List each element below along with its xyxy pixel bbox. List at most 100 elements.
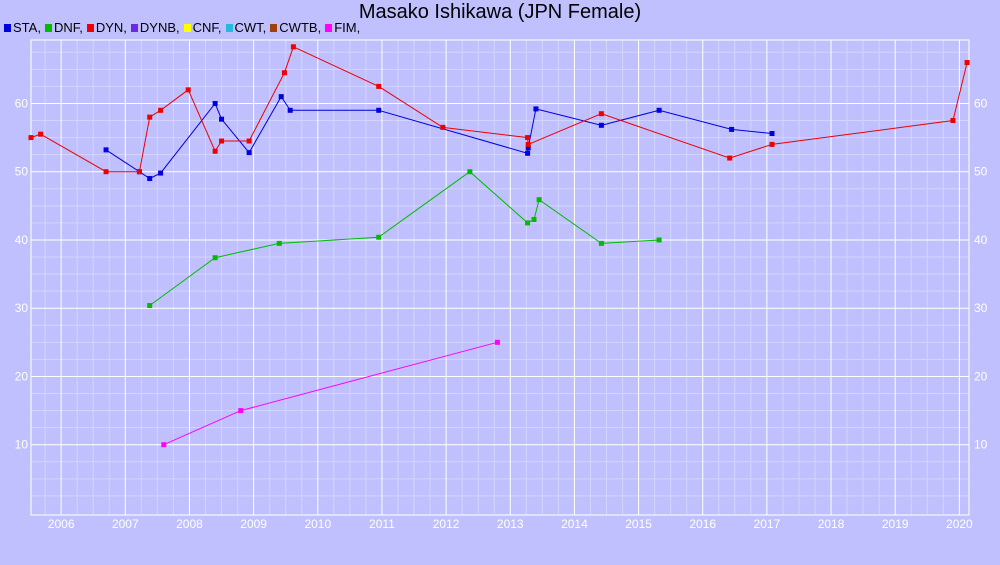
data-point-dnf: [536, 197, 542, 203]
data-point-dyn: [147, 114, 153, 120]
legend-label: CNF,: [192, 20, 222, 35]
y-tick-label-right: 60: [974, 96, 988, 110]
legend-item-dnf: DNF,: [44, 20, 83, 35]
data-point-dnf: [212, 255, 218, 261]
data-point-sta: [769, 130, 775, 136]
y-tick-label-right: 40: [974, 233, 988, 247]
legend-swatch: [44, 24, 52, 32]
plot-frame: [30, 39, 970, 516]
legend-label: DYNB,: [139, 20, 180, 35]
data-point-dnf: [376, 234, 382, 240]
data-point-dyn: [525, 141, 531, 147]
data-point-dyn: [28, 135, 34, 141]
data-point-dyn: [219, 138, 225, 144]
data-point-dyn: [103, 169, 109, 175]
data-point-sta: [598, 122, 604, 128]
data-point-sta: [287, 107, 293, 113]
x-tick-label: 2012: [433, 517, 460, 531]
data-point-fim: [238, 408, 244, 414]
data-point-dyn: [525, 135, 531, 141]
y-tick-label-right: 20: [974, 369, 988, 383]
legend-swatch: [4, 24, 11, 32]
data-point-sta: [103, 147, 109, 153]
data-point-dnf: [525, 220, 531, 226]
data-point-dnf: [147, 302, 153, 308]
x-tick-label: 2008: [176, 517, 203, 531]
data-point-dnf: [467, 169, 473, 175]
data-point-sta: [656, 107, 662, 113]
legend-label: CWTB,: [279, 20, 322, 35]
x-tick-label: 2014: [561, 517, 588, 531]
y-tick-label-left: 50: [15, 165, 29, 179]
legend-swatch: [183, 24, 191, 32]
chart-legend: STA, DNF, DYN, DYNB, CNF, CWT, CWTB, FIM,: [4, 20, 364, 35]
legend-swatch: [225, 24, 233, 32]
data-point-dyn: [212, 148, 218, 154]
legend-item-dyn: DYN,: [86, 20, 127, 35]
data-point-dnf: [276, 240, 282, 246]
data-point-dyn: [158, 107, 164, 113]
x-tick-label: 2016: [689, 517, 716, 531]
data-point-fim: [494, 339, 500, 345]
data-point-dyn: [964, 60, 970, 66]
legend-label: CWT,: [234, 20, 267, 35]
legend-swatch: [270, 24, 278, 32]
x-tick-label: 2011: [369, 517, 395, 531]
legend-item-dynb: DYNB,: [130, 20, 180, 35]
data-point-sta: [376, 107, 382, 113]
x-tick-label: 2018: [818, 517, 845, 531]
data-point-dnf: [531, 216, 537, 222]
legend-item-sta: STA,: [4, 20, 41, 35]
legend-label: DNF,: [53, 20, 83, 35]
legend-item-cwtb: CWTB,: [270, 20, 321, 35]
y-tick-label-left: 10: [15, 438, 29, 452]
data-point-sta: [525, 145, 531, 151]
data-point-sta: [147, 176, 153, 182]
data-point-dyn: [376, 83, 382, 89]
series-line-dnf: [149, 171, 660, 306]
data-point-sta: [246, 150, 252, 156]
x-tick-label: 2015: [625, 517, 652, 531]
data-point-sta: [533, 106, 539, 112]
legend-label: FIM,: [334, 20, 361, 35]
data-point-sta: [212, 100, 218, 106]
series-line-dyn: [30, 46, 968, 173]
data-point-dnf: [598, 240, 604, 246]
x-tick-label: 2017: [754, 517, 781, 531]
minor-gridlines: [31, 40, 969, 515]
y-tick-label-left: 60: [15, 96, 29, 110]
y-tick-label-right: 50: [974, 165, 988, 179]
legend-label: STA,: [13, 20, 41, 35]
x-tick-label: 2007: [112, 517, 139, 531]
data-point-sta: [219, 116, 225, 122]
legend-item-cnf: CNF,: [183, 20, 222, 35]
legend-item-fim: FIM,: [325, 20, 360, 35]
data-point-dyn: [727, 155, 733, 161]
x-tick-label: 2006: [48, 517, 75, 531]
data-point-sta: [158, 170, 164, 176]
series-layer: [28, 44, 970, 448]
x-tick-label: 2020: [946, 517, 973, 531]
data-point-dyn: [290, 44, 296, 50]
legend-swatch: [325, 24, 333, 32]
data-point-dyn: [950, 118, 956, 124]
y-tick-label-left: 20: [15, 369, 29, 383]
data-point-sta: [729, 126, 735, 132]
data-point-sta: [278, 94, 284, 100]
chart-title: Masako Ishikawa (JPN Female): [358, 1, 642, 23]
x-tick-label: 2009: [240, 517, 267, 531]
data-point-dyn: [598, 111, 604, 117]
legend-swatch: [86, 24, 94, 32]
data-point-dnf: [656, 237, 662, 243]
x-tick-label: 2013: [497, 517, 524, 531]
y-tick-label-left: 40: [15, 233, 29, 247]
plot-border: [30, 39, 970, 516]
x-tick-label: 2019: [882, 517, 909, 531]
data-point-dyn: [185, 87, 191, 93]
x-tick-labels: 2006 2007 2008 2009 2010 2011 2012 2013 2014 2015…: [48, 517, 973, 531]
data-point-sta: [525, 150, 531, 156]
data-point-dyn: [769, 141, 775, 147]
data-point-dyn: [281, 70, 287, 76]
y-tick-label-right: 10: [974, 438, 988, 452]
